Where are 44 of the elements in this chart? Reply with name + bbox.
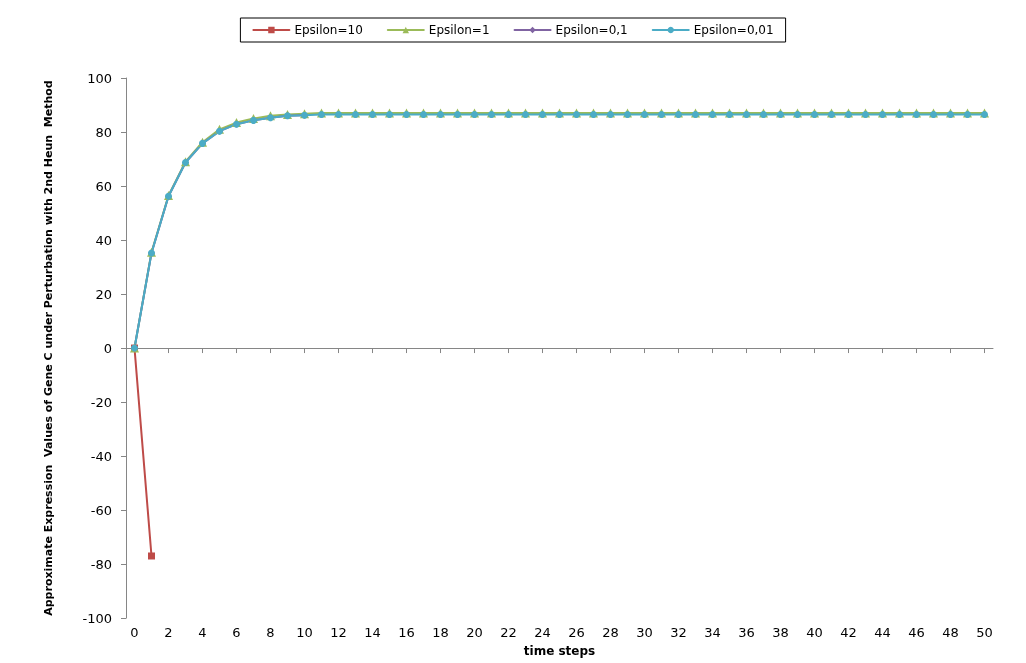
y-tick-label: -40 — [90, 448, 112, 464]
point — [148, 552, 155, 560]
x-tick-label: 30 — [636, 625, 653, 641]
x-tick-label: 22 — [500, 625, 517, 641]
y-tick-label: 100 — [87, 70, 112, 86]
x-tick-label: 28 — [602, 625, 619, 641]
y-tick-label: 20 — [95, 286, 112, 302]
x-tick-label: 46 — [908, 625, 925, 641]
x-tick-label: 36 — [738, 625, 755, 641]
x-tick-label: 4 — [198, 625, 207, 641]
x-tick-label: 26 — [568, 625, 585, 641]
x-tick-label: 44 — [874, 625, 891, 641]
x-tick-label: 50 — [976, 625, 993, 641]
y-axis-title: Approximate Expression Values of Gene C under Perturbation with 2nd Heun Method — [42, 80, 55, 616]
x-tick-label: 40 — [806, 625, 823, 641]
y-tick-label: -20 — [90, 394, 112, 410]
legend-label: Epsilon=0,1 — [555, 23, 628, 37]
y-tick-label: -80 — [90, 556, 112, 572]
x-tick-label: 32 — [670, 625, 687, 641]
x-tick-label: 14 — [364, 625, 381, 641]
x-axis-title: time steps — [523, 644, 596, 658]
x-tick-label: 2 — [164, 625, 173, 641]
x-tick-label: 42 — [840, 625, 857, 641]
legend-label: Epsilon=10 — [294, 23, 363, 37]
y-tick-label: 40 — [95, 232, 112, 248]
legend-label: Epsilon=1 — [428, 23, 490, 37]
x-tick-label: 48 — [942, 625, 959, 641]
x-tick-label: 12 — [330, 625, 347, 641]
x-tick-label: 8 — [266, 625, 275, 641]
x-tick-label: 16 — [398, 625, 415, 641]
x-tick-label: 38 — [772, 625, 789, 641]
y-tick-label: -60 — [90, 502, 112, 518]
x-tick-label: 10 — [296, 625, 313, 641]
y-tick-label: 0 — [103, 340, 112, 356]
x-tick-label: 34 — [704, 625, 721, 641]
y-tick-label: 80 — [95, 124, 112, 140]
y-tick-label: 60 — [95, 178, 112, 194]
x-tick-label: 24 — [534, 625, 551, 641]
y-tick-label: -100 — [82, 610, 112, 626]
x-tick-label: 18 — [432, 625, 449, 641]
legend-label: Epsilon=0,01 — [693, 23, 774, 37]
x-tick-label: 0 — [130, 625, 139, 641]
x-tick-label: 6 — [232, 625, 241, 641]
x-tick-label: 20 — [466, 625, 483, 641]
